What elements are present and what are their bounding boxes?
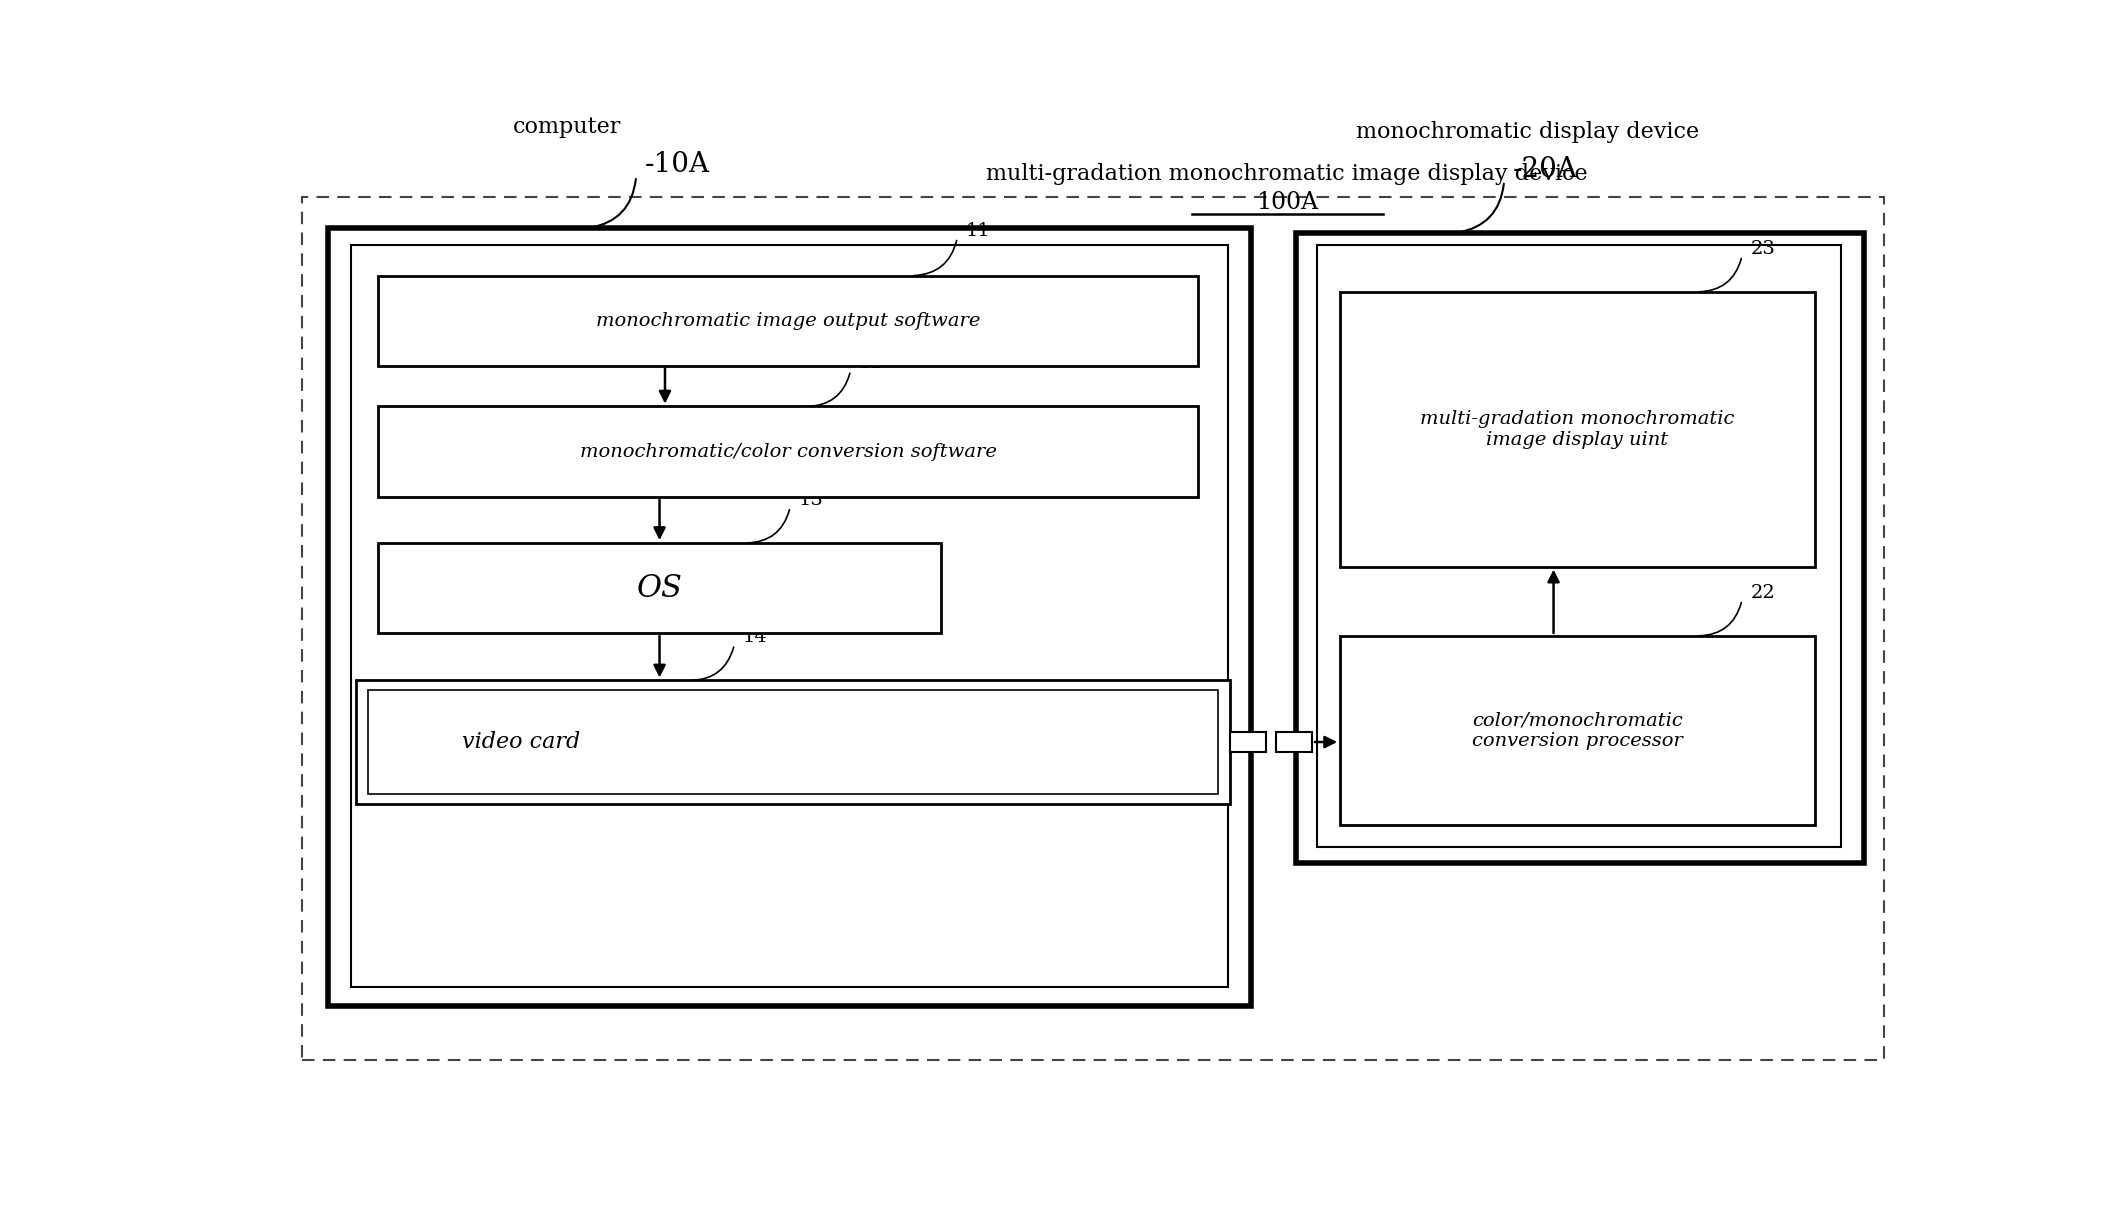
Text: monochromatic/color conversion software: monochromatic/color conversion software	[580, 442, 997, 460]
Text: multi-gradation monochromatic image display device: multi-gradation monochromatic image disp…	[986, 164, 1588, 185]
Text: multi-gradation monochromatic
image display uint: multi-gradation monochromatic image disp…	[1420, 410, 1735, 448]
Bar	[351, 245, 1229, 986]
Text: color/monochromatic
conversion processor: color/monochromatic conversion processor	[1471, 712, 1682, 750]
Text: 100A: 100A	[1256, 191, 1318, 214]
Bar	[1339, 636, 1816, 826]
Bar	[1229, 731, 1265, 752]
Text: 13: 13	[799, 491, 823, 508]
Text: -20A: -20A	[1512, 156, 1577, 182]
Text: computer: computer	[512, 116, 621, 138]
Text: monochromatic image output software: monochromatic image output software	[595, 311, 980, 330]
Bar	[378, 543, 942, 633]
Bar	[1316, 245, 1841, 847]
Text: 23: 23	[1750, 240, 1775, 257]
Bar	[378, 276, 1199, 366]
Text: -10A: -10A	[644, 151, 710, 178]
Bar	[327, 228, 1250, 1006]
Text: 12: 12	[859, 355, 884, 372]
Bar	[1339, 292, 1816, 566]
Bar	[368, 689, 1218, 794]
Bar	[1295, 233, 1865, 863]
Text: 11: 11	[965, 222, 991, 240]
Bar	[1276, 731, 1312, 752]
Text: 22: 22	[1750, 583, 1775, 602]
Text: OS: OS	[636, 572, 682, 603]
Text: video card: video card	[461, 731, 580, 753]
Text: 14: 14	[742, 628, 767, 646]
Bar	[357, 681, 1229, 804]
Text: monochromatic display device: monochromatic display device	[1356, 121, 1699, 143]
Bar	[378, 406, 1199, 496]
